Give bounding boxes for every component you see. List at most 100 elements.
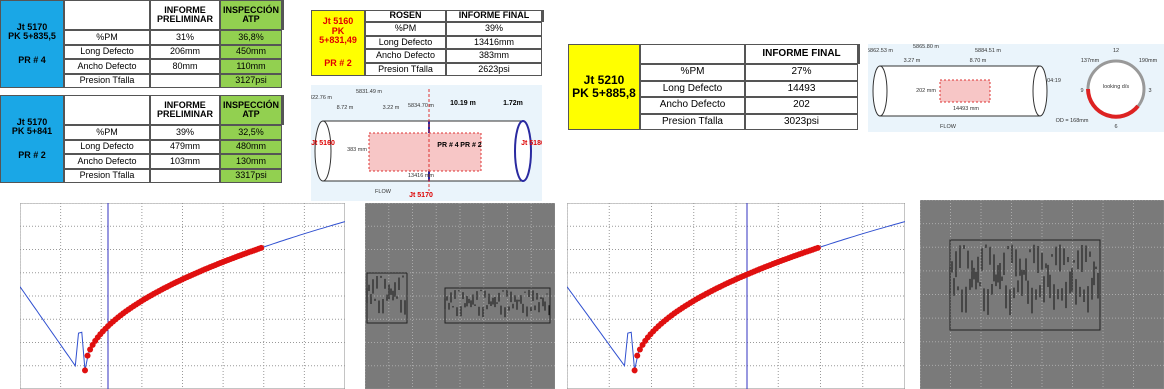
text: 206mm <box>170 47 200 56</box>
header-cell: INFORME PRELIMINAR <box>150 95 220 125</box>
header-cell <box>282 95 284 125</box>
diagram-label: looking d/s <box>1103 84 1130 90</box>
text: Ancho Defecto <box>77 157 136 166</box>
text: 36,8% <box>238 33 264 42</box>
header-cell <box>282 0 284 30</box>
value-cell: 32,5% <box>220 125 282 140</box>
value-cell: 2623psi <box>446 63 542 77</box>
text: Presion Tfalla <box>662 117 723 128</box>
value-cell: 80mm <box>150 59 220 74</box>
diagram-label: 6 <box>1114 124 1117 130</box>
text: 479mm <box>170 142 200 151</box>
diagram-label: Jt 5180 <box>521 140 542 147</box>
text: 450mm <box>236 47 266 56</box>
pipe-diagram: 5822.76 m5831.49 m5834.70 m10.19 m1.72m8… <box>311 85 542 201</box>
diagram-label: 13416 mm <box>408 173 434 179</box>
text: 27% <box>791 67 811 78</box>
diagram-label: 3.27 m <box>904 58 921 64</box>
trace-marker <box>634 353 640 359</box>
value-cell: 450mm <box>220 45 282 60</box>
text: 39% <box>176 128 194 137</box>
value-cell: 130mm <box>220 154 282 169</box>
text: Ancho Defecto <box>77 62 136 71</box>
value-cell <box>150 169 220 184</box>
diagram-label: PR # 4 <box>437 142 459 149</box>
plot-image <box>567 203 905 389</box>
text: PR # 2 <box>324 59 352 68</box>
diagram-label: FLOW <box>940 124 957 130</box>
value-cell: 31% <box>150 30 220 45</box>
header-cell: INFORME FINAL <box>745 44 858 64</box>
trace-marker <box>815 245 821 251</box>
diagram-label: 14493 mm <box>953 106 979 112</box>
text: 383mm <box>479 51 509 60</box>
diagram-label: 3.22 m <box>383 105 400 111</box>
row-label: Long Defecto <box>365 36 446 50</box>
value-cell: 3127psi <box>220 74 282 89</box>
text: INSPECCIÓN ATP <box>221 101 281 120</box>
trace-marker <box>82 367 88 373</box>
row-label: Long Defecto <box>640 81 745 98</box>
text: 3317psi <box>235 171 267 180</box>
value-cell: 3023psi <box>745 114 858 131</box>
value-cell: 202 <box>745 97 858 114</box>
diagram-label: 12 <box>1113 48 1119 54</box>
text: ROSEN <box>389 11 421 20</box>
pipe-end <box>873 66 887 116</box>
text: %PM <box>681 67 705 78</box>
diagram-label: 1.72m <box>503 100 523 107</box>
header-cell: ROSEN <box>365 10 446 22</box>
diagram-label: 9 <box>1080 88 1083 94</box>
diagram-label: 5884.51 m <box>975 48 1001 54</box>
text: Long Defecto <box>663 84 723 95</box>
text: INFORME FINAL <box>762 49 840 60</box>
text: 3127psi <box>235 76 267 85</box>
diagram-label: 202 mm <box>916 88 936 94</box>
text: Long Defecto <box>80 142 134 151</box>
text: Presion Tfalla <box>80 171 135 180</box>
header-cell <box>640 44 745 64</box>
header-cell: INFORME FINAL <box>446 10 542 22</box>
row-label: Ancho Defecto <box>64 154 150 169</box>
text: Long Defecto <box>80 47 134 56</box>
row-label: %PM <box>64 30 150 45</box>
row-label: Ancho Defecto <box>640 97 745 114</box>
header-cell <box>858 44 860 64</box>
slide: Jt 5170PK 5+835,5PR # 4INFORME PRELIMINA… <box>0 0 1164 389</box>
text: Presion Tfalla <box>80 76 135 85</box>
row-label: Presion Tfalla <box>640 114 745 131</box>
diagram-label: 5834.70 m <box>408 103 434 109</box>
row-label: Presion Tfalla <box>365 63 446 77</box>
value-cell: 3317psi <box>220 169 282 184</box>
header-cell: INSPECCIÓN ATP <box>220 0 282 30</box>
diagram-label: Jt 5170 <box>409 192 433 199</box>
text: INSPECCIÓN ATP <box>221 6 281 25</box>
header-cell <box>64 0 150 30</box>
value-cell <box>150 74 220 89</box>
row-label: %PM <box>640 64 745 81</box>
diagram-label: Jt 5160 <box>311 140 335 147</box>
diagram-label: 5865.80 m <box>913 44 939 50</box>
text: Ancho Defecto <box>376 51 435 60</box>
row-label: Ancho Defecto <box>64 59 150 74</box>
value-cell: 480mm <box>220 140 282 155</box>
trace-marker <box>258 245 264 251</box>
row-label: Presion Tfalla <box>64 74 150 89</box>
header-cell <box>542 10 544 22</box>
trace-marker <box>632 367 638 373</box>
text: Presion Tfalla <box>378 65 433 74</box>
text: 39% <box>485 24 503 33</box>
plot-image <box>920 200 1164 389</box>
text: 202 <box>793 100 810 111</box>
trace-marker <box>85 353 91 359</box>
text: 103mm <box>170 157 200 166</box>
text: %PM <box>395 24 417 33</box>
row-label: Ancho Defecto <box>365 49 446 63</box>
value-cell: 383mm <box>446 49 542 63</box>
plot-image <box>20 203 345 389</box>
value-cell: 110mm <box>220 59 282 74</box>
pipe-end <box>1033 66 1047 116</box>
ident-cell: Jt 5160PK 5+831,49PR # 2 <box>311 10 365 76</box>
plot-image <box>365 203 555 389</box>
